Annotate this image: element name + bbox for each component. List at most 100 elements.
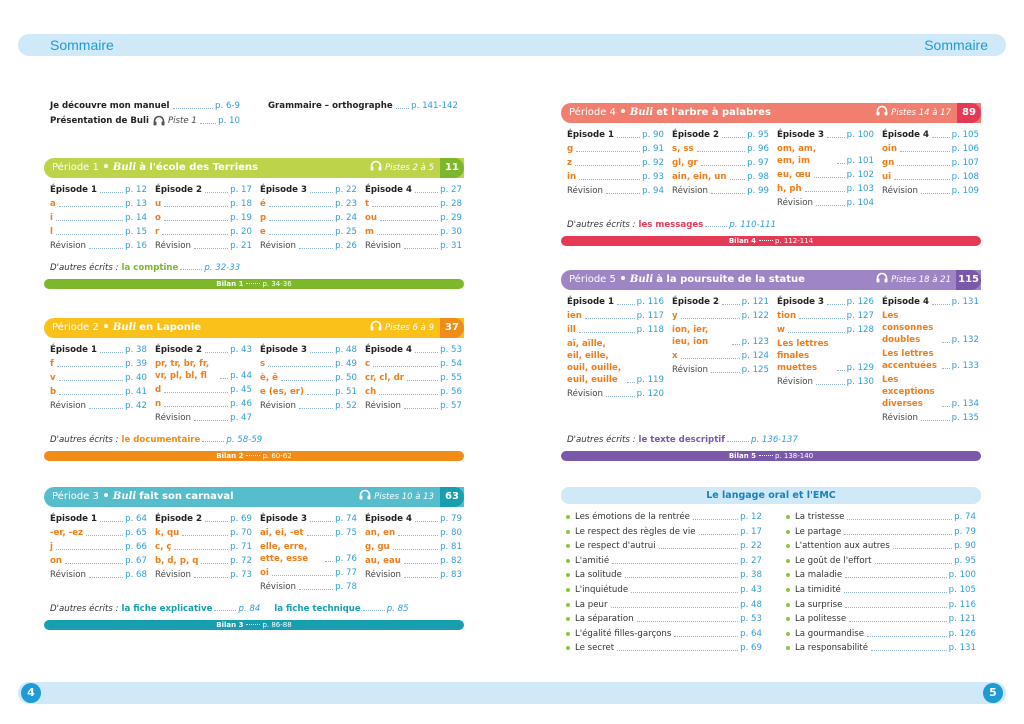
entry-label: oin (882, 144, 897, 154)
episode-title: Épisode 3 p. 126 (777, 296, 874, 308)
separator-dot (103, 493, 108, 497)
leader-dots (931, 137, 950, 138)
entry-label: Révision (672, 365, 708, 375)
bilan-page: p. 60-62 (262, 452, 292, 460)
entry-label: f (50, 359, 54, 369)
entry-label: La politesse (795, 614, 847, 625)
oral-entry: L'attention aux autres p. 90 (786, 540, 976, 552)
leader-dots (162, 234, 229, 235)
toc-entry: s p. 49 (260, 358, 357, 370)
leader-dots (55, 220, 124, 221)
leader-dots (836, 163, 845, 164)
episode: Épisode 2 p. 121 y p. 122 ion, ier, ieu, ion… (672, 296, 769, 426)
leader-dots (731, 344, 740, 345)
leader-dots (325, 561, 334, 562)
entry-page: p. 57 (440, 401, 462, 411)
leader-dots (721, 304, 740, 305)
episode-title: Épisode 3 p. 74 (260, 513, 357, 525)
toc-entry: u p. 18 (155, 198, 252, 210)
tracks-label: Pistes 6 à 9 (384, 323, 434, 333)
other-item: la comptine (121, 263, 179, 273)
entry-page: p. 21 (230, 241, 252, 251)
entry-page: p. 136-137 (751, 435, 798, 445)
bilan-bar: Bilan 1 p. 34-36 (44, 279, 464, 289)
entry-label: tion (777, 311, 797, 321)
entry-page: p. 92 (642, 158, 664, 168)
footer-bar: 4 5 (18, 682, 1006, 704)
leader-dots (204, 352, 229, 353)
episode-label: Épisode 2 (672, 130, 719, 140)
leader-dots (99, 192, 124, 193)
entry-page: p. 119 (636, 375, 664, 385)
entry-label: ui (882, 172, 892, 182)
bullet (786, 617, 790, 622)
entry-page: p. 69 (740, 643, 762, 654)
entry-label: La gourmandise (795, 628, 865, 639)
toc-entry: ai, ei, -et p. 75 (260, 527, 357, 539)
entry-page: p. 72 (230, 556, 252, 566)
leader-dots (845, 606, 947, 608)
bilan-label: Bilan 3 (216, 621, 244, 629)
leader-dots (99, 521, 124, 522)
leader-dots (605, 396, 635, 397)
separator-dot (103, 324, 108, 328)
entry-page: p. 67 (125, 556, 147, 566)
entry-page: p. 50 (335, 373, 357, 383)
entry-page: p. 126 (948, 628, 976, 639)
episode: Épisode 3 p. 126 tion p. 127 w p. 128 Les lett… (777, 296, 874, 426)
entry-label: Révision (50, 241, 86, 251)
leader-dots (576, 151, 641, 152)
toc-entry: è, ê p. 50 (260, 372, 357, 384)
intro-entry: Présentation de Buli Piste 1 p. 10 (50, 115, 240, 127)
toc-entry: ou p. 29 (365, 212, 462, 224)
leader-dots (193, 577, 229, 578)
entry-page: p. 28 (440, 199, 462, 209)
entry-label: L'attention aux autres (795, 541, 890, 552)
toc-entry: p p. 24 (260, 212, 357, 224)
entry-page: p. 17 (230, 185, 252, 195)
entry-label: ch (365, 387, 377, 397)
entry-label: o (155, 213, 161, 223)
entry-label: om, am, em, im (777, 144, 817, 166)
leader-dots (617, 650, 739, 652)
entry-label: Les émotions de la rentrée (575, 512, 690, 522)
toc-entry: au, eau p. 82 (365, 555, 462, 567)
leader-dots (86, 535, 124, 536)
entry-label: j (50, 542, 53, 552)
leader-dots (99, 352, 124, 353)
leader-dots (403, 563, 439, 564)
toc-entry: Révision p. 73 (155, 569, 252, 581)
leader-dots (616, 304, 635, 305)
entry-label: Présentation de Buli (50, 116, 149, 126)
toc-entry: oi p. 77 (260, 567, 357, 579)
bullet (786, 646, 790, 651)
bullet (786, 515, 790, 519)
episode-title: Épisode 2 p. 95 (672, 129, 769, 141)
other-writings: D'autres écrits : la comptine p. 32-33 (50, 262, 464, 274)
toc-entry: on p. 67 (50, 555, 147, 567)
tracks-label: Pistes 10 à 13 (374, 492, 434, 502)
entry-label: La timidité (795, 584, 841, 595)
entry-page: p. 101 (846, 156, 874, 166)
episode: Épisode 2 p. 69 k, qu p. 70 c, ç p. 71 b, d, p… (155, 513, 252, 595)
leader-dots (721, 137, 746, 138)
oral-entry: La maladie p. 100 (786, 569, 976, 581)
toc-entry: in p. 93 (567, 171, 664, 183)
toc-entry: Révision p. 42 (50, 400, 147, 412)
entry-page: p. 105 (948, 584, 976, 595)
episode: Épisode 1 p. 38 f p. 39 v p. 40 b p. 41 Révision… (50, 344, 147, 426)
toc-entry: e (es, er) p. 51 (260, 386, 357, 398)
entry-page: p. 47 (230, 413, 252, 423)
oral-entry: La timidité p. 105 (786, 584, 976, 596)
episodes: Épisode 1 p. 38 f p. 39 v p. 40 b p. 41 Révision… (44, 344, 464, 426)
entry-label: Révision (777, 377, 813, 387)
entry-label: ou (365, 213, 378, 223)
entry-page: p. 14 (125, 213, 147, 223)
entry-label: eu, œu (777, 170, 811, 180)
entry-label: e (260, 227, 266, 237)
other-writings: D'autres écrits : la fiche explicative p. … (50, 603, 464, 615)
oral-entry: La séparation p. 53 (566, 613, 762, 625)
period-label: Période 3 (52, 491, 99, 502)
episode-title: Épisode 4 p. 79 (365, 513, 462, 525)
entry-label: g (567, 144, 574, 154)
